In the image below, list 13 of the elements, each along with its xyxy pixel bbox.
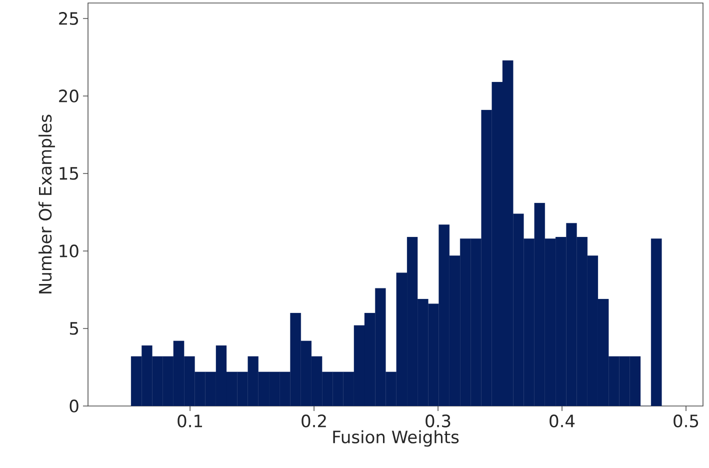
y-tick-label: 0 [70,400,78,412]
x-tick-label: 0.4 [550,414,575,428]
y-tick-label: 10 [60,244,78,258]
y-tick-label: 20 [59,90,78,102]
x-tick-label: 0.1 [178,414,202,428]
x-axis-title: Fusion Weights [333,430,459,447]
y-axis-title: Number Of Examples [38,114,55,294]
y-tick-label: 15 [60,167,78,180]
x-tick-label: 0.5 [674,414,698,428]
x-tick-label: 0.2 [302,414,326,428]
y-tick-label: 5 [70,322,78,335]
x-tick-label: 0.3 [426,414,450,428]
y-tick-label: 25 [59,12,78,25]
